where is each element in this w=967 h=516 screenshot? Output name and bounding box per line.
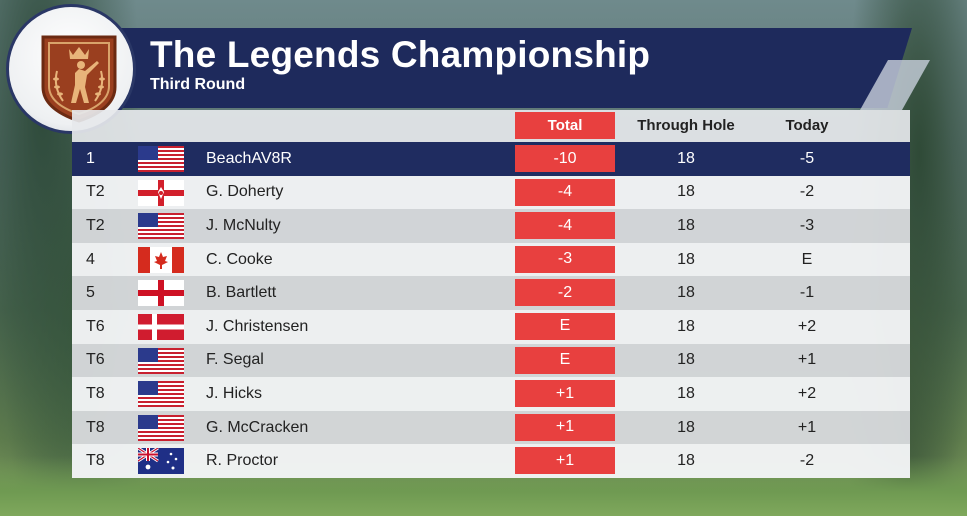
player-name: J. Christensen <box>206 317 309 335</box>
through-hole: 18 <box>677 250 695 268</box>
today-score: -5 <box>799 149 815 167</box>
today-score: +2 <box>797 317 817 335</box>
flag-usa-icon <box>138 347 184 374</box>
player-name: B. Bartlett <box>206 284 277 302</box>
through-hole: 18 <box>677 216 695 234</box>
column-header-today: Today <box>785 117 829 134</box>
position: T8 <box>86 384 105 402</box>
player-name: R. Proctor <box>206 452 279 470</box>
tournament-logo <box>6 4 136 134</box>
total-score: -2 <box>515 279 615 307</box>
total-score: -10 <box>515 145 615 172</box>
flag-usa-icon <box>138 213 184 240</box>
player-name: J. McNulty <box>206 216 281 234</box>
today-score: -3 <box>799 216 815 234</box>
player-name: J. Hicks <box>206 384 262 402</box>
leaderboard-table: 1 BeachAV8R -10 18 -5 T2 G. Doherty -4 18 -2 T2 J. … <box>72 142 910 478</box>
total-score: E <box>515 312 615 340</box>
position: T2 <box>86 183 105 201</box>
today-score: -2 <box>799 452 815 470</box>
total-score: -4 <box>515 212 615 240</box>
leaderboard-row[interactable]: 5 B. Bartlett -2 18 -1 <box>72 276 910 310</box>
leaderboard-row[interactable]: T8 R. Proctor +1 18 -2 <box>72 444 910 478</box>
position: T8 <box>86 452 105 470</box>
column-header-through-hole: Through Hole <box>637 117 735 134</box>
today-score: E <box>801 250 813 268</box>
flag-australia-icon <box>137 447 184 475</box>
flag-northern-ireland-icon <box>138 179 184 206</box>
leaderboard-row[interactable]: 1 BeachAV8R -10 18 -5 <box>72 142 910 176</box>
today-score: -1 <box>799 284 815 302</box>
through-hole: 18 <box>677 284 695 302</box>
position: 1 <box>86 149 95 167</box>
flag-usa-icon <box>138 146 184 172</box>
through-hole: 18 <box>677 183 695 201</box>
total-score: -4 <box>515 178 615 206</box>
leaderboard-row[interactable]: T6 J. Christensen E 18 +2 <box>72 309 910 344</box>
player-name: G. Doherty <box>206 183 284 201</box>
today-score: -2 <box>799 183 815 201</box>
flag-usa-icon <box>138 414 184 441</box>
flag-denmark-icon <box>138 313 184 340</box>
total-score: +1 <box>515 447 615 475</box>
total-score: +1 <box>515 413 615 441</box>
flag-england-icon <box>138 280 184 307</box>
leaderboard-row[interactable]: T8 G. McCracken +1 18 +1 <box>72 410 910 445</box>
position: T8 <box>86 418 105 436</box>
leaderboard-row[interactable]: 4 C. Cooke -3 18 E <box>72 242 910 277</box>
page-title: The Legends Championship <box>150 34 651 75</box>
today-score: +2 <box>797 384 817 402</box>
column-header-bar <box>72 110 910 142</box>
through-hole: 18 <box>677 384 695 402</box>
header-banner <box>92 28 912 108</box>
flag-canada-icon <box>138 246 184 273</box>
round-subtitle: Third Round <box>150 76 246 93</box>
total-score: -3 <box>515 245 615 273</box>
column-header-total: Total <box>515 112 615 139</box>
leaderboard-row[interactable]: T6 F. Segal E 18 +1 <box>72 343 910 378</box>
leaderboard-row[interactable]: T2 J. McNulty -4 18 -3 <box>72 209 910 243</box>
through-hole: 18 <box>677 317 695 335</box>
position: T6 <box>86 317 105 335</box>
through-hole: 18 <box>677 149 695 167</box>
position: T2 <box>86 216 105 234</box>
player-name: G. McCracken <box>206 418 309 436</box>
player-name: C. Cooke <box>206 250 273 268</box>
through-hole: 18 <box>677 418 695 436</box>
total-score: E <box>515 346 615 374</box>
through-hole: 18 <box>677 351 695 369</box>
position: 5 <box>86 284 95 302</box>
leaderboard-row[interactable]: T8 J. Hicks +1 18 +2 <box>72 377 910 411</box>
leaderboard-row[interactable]: T2 G. Doherty -4 18 -2 <box>72 175 910 210</box>
player-name: BeachAV8R <box>206 149 292 167</box>
total-score: +1 <box>515 380 615 408</box>
flag-usa-icon <box>138 381 184 408</box>
player-name: F. Segal <box>206 351 264 369</box>
position: 4 <box>86 250 95 268</box>
today-score: +1 <box>797 418 817 436</box>
today-score: +1 <box>797 351 817 369</box>
through-hole: 18 <box>677 452 695 470</box>
position: T6 <box>86 351 105 369</box>
